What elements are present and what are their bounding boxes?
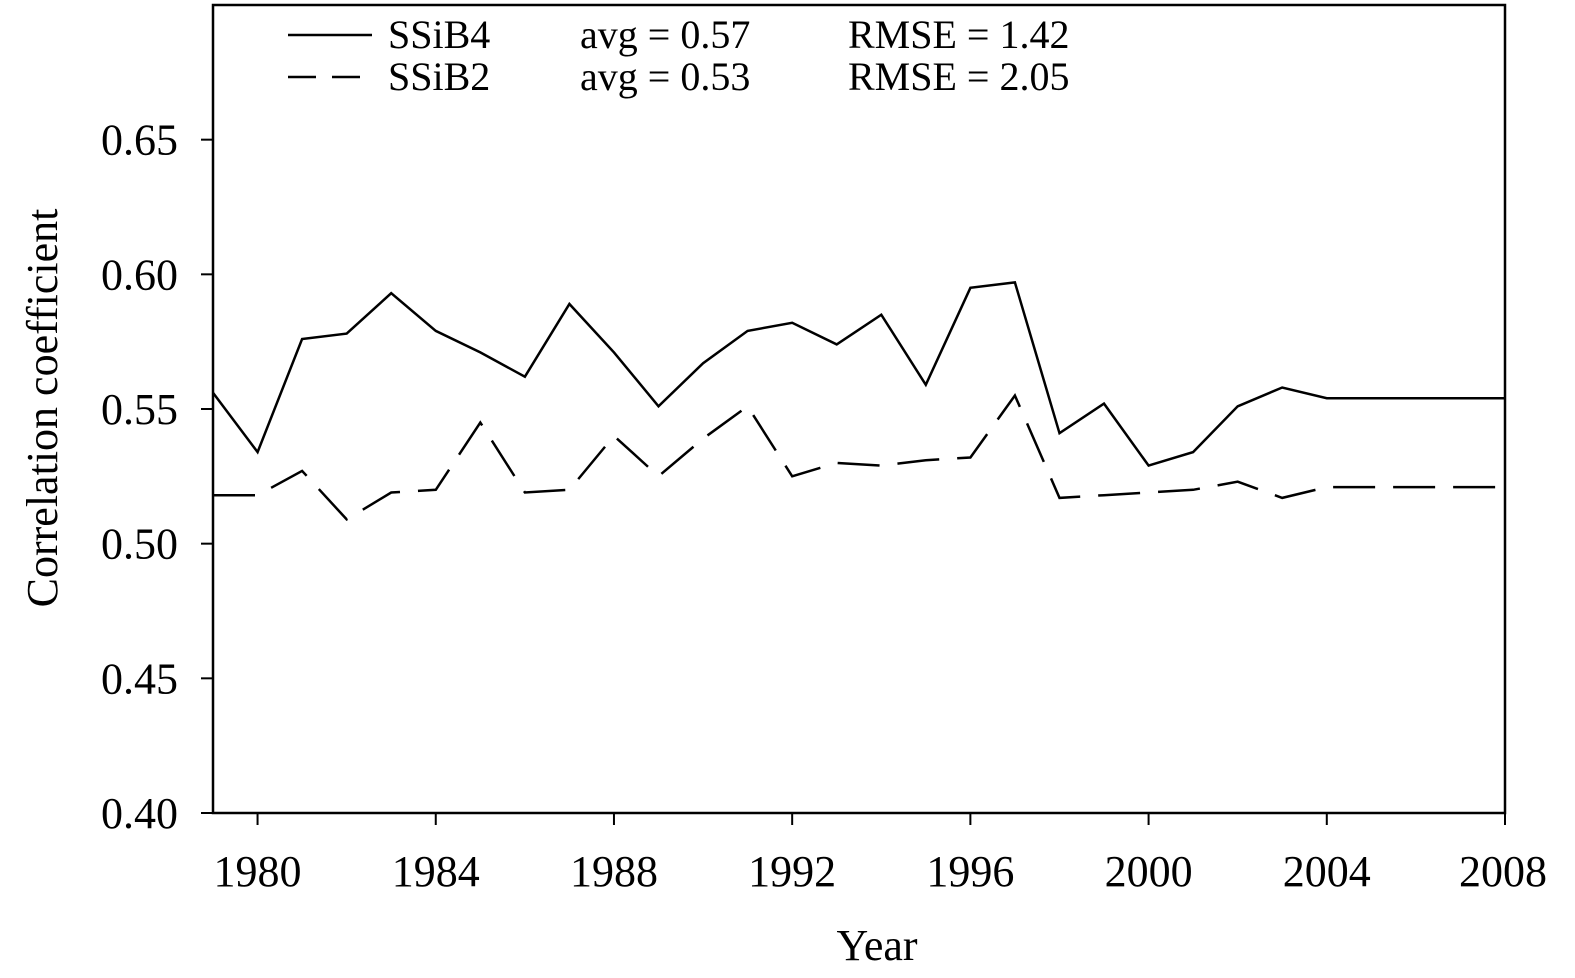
x-axis: 1980 1984 1988 1992 1996 2000 2004 2008 [214,813,1547,896]
x-tick-label: 2008 [1459,847,1547,896]
legend-rmse: RMSE = 2.05 [848,54,1069,99]
legend-avg: avg = 0.53 [580,54,750,99]
legend: SSiB4 avg = 0.57 RMSE = 1.42 SSiB2 avg = 0.5… [288,12,1069,99]
y-tick-label: 0.60 [101,250,178,299]
y-tick-label: 0.65 [101,116,178,165]
series-line-ssib4 [212,281,1505,468]
y-tick-label: 0.40 [101,789,178,838]
legend-label: SSiB4 [388,12,490,57]
x-tick-label: 2000 [1105,847,1193,896]
series-line-ssib2 [213,392,1505,521]
series-layer [212,281,1505,521]
legend-avg: avg = 0.57 [580,12,750,57]
plot-frame [211,3,1507,815]
y-axis-title: Correlation coefficient [18,209,67,608]
x-tick-label: 1992 [748,847,836,896]
legend-rmse: RMSE = 1.42 [848,12,1069,57]
x-tick-label: 1988 [570,847,658,896]
y-tick-label: 0.55 [101,385,178,434]
x-tick-label: 1984 [392,847,480,896]
x-tick-label: 1980 [214,847,302,896]
y-tick-label: 0.45 [101,654,178,703]
x-tick-label: 2004 [1283,847,1371,896]
x-tick-label: 1996 [926,847,1014,896]
legend-label: SSiB2 [388,54,490,99]
y-tick-label: 0.50 [101,520,178,569]
y-axis: 0.40 0.45 0.50 0.55 0.60 0.65 [101,116,213,838]
x-axis-title: Year [836,921,917,970]
